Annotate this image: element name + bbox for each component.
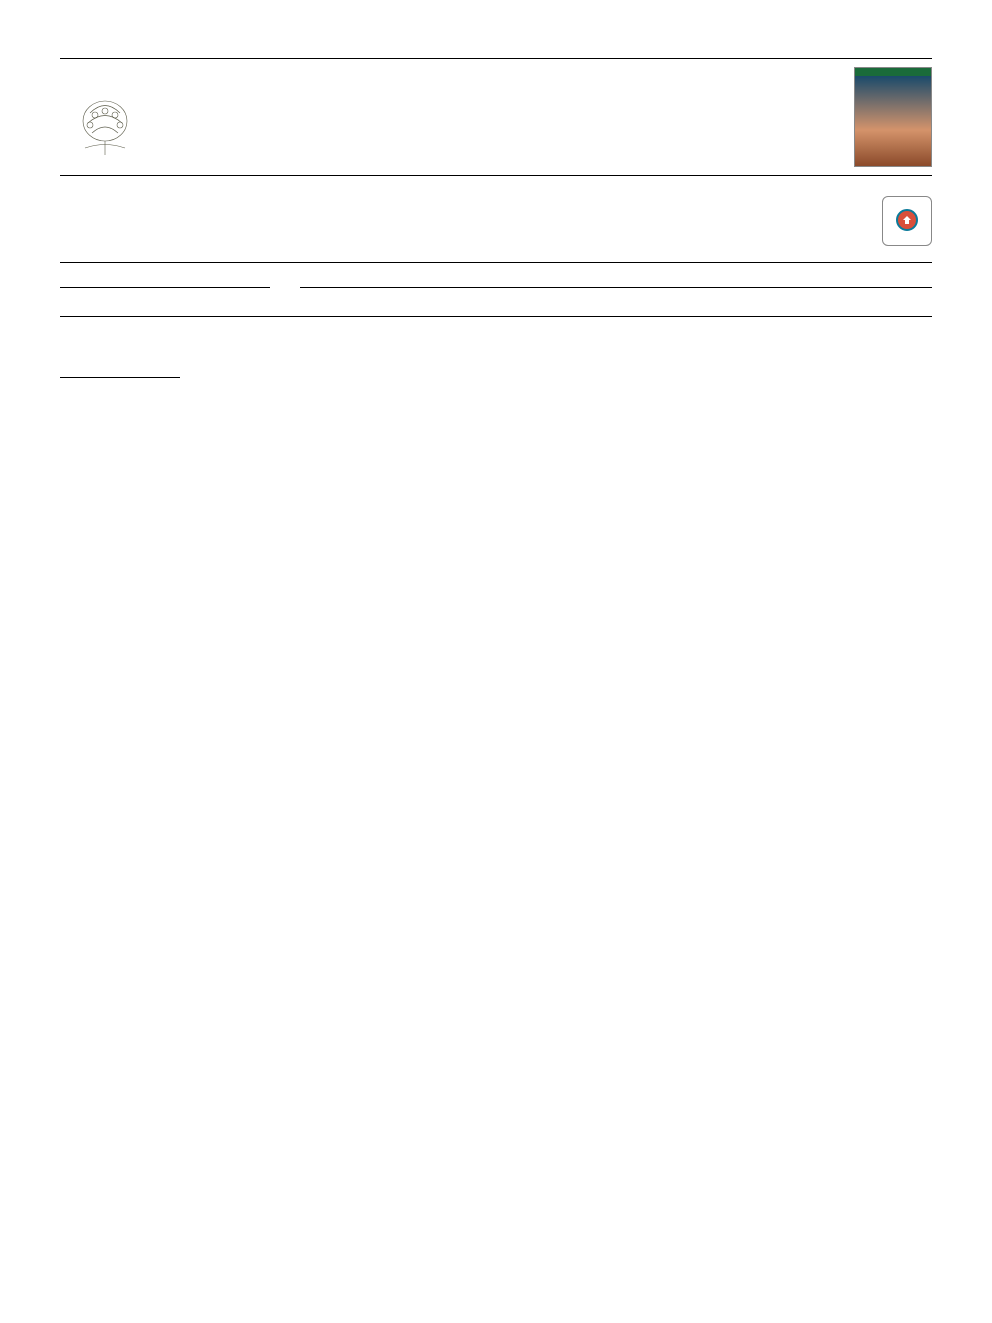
divider <box>60 316 932 317</box>
elsevier-logo[interactable] <box>60 67 150 167</box>
article-info-sidebar <box>60 277 270 302</box>
check-updates-badge[interactable] <box>882 196 932 246</box>
body-columns <box>60 347 932 398</box>
abstract-column <box>300 277 932 302</box>
cover-title <box>855 68 931 76</box>
right-column <box>511 347 932 398</box>
journal-header <box>60 58 932 176</box>
divider <box>300 287 932 288</box>
journal-cover-thumbnail[interactable] <box>854 67 932 167</box>
left-column <box>60 347 481 398</box>
header-center <box>150 111 854 123</box>
divider <box>60 287 270 288</box>
footnote-separator <box>60 377 180 378</box>
elsevier-tree-icon <box>70 93 140 163</box>
cover-image <box>855 76 931 166</box>
updates-icon <box>896 209 918 231</box>
